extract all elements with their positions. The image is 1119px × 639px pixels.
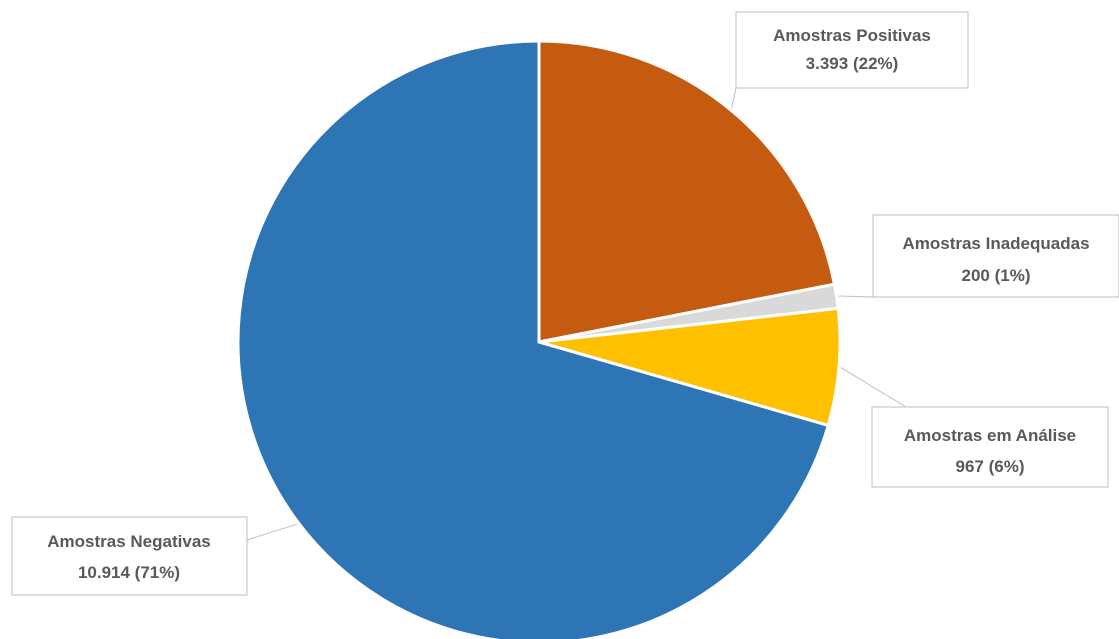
leader-line-amostras-positivas [731,87,737,109]
callout-amostras-inadequadas: Amostras Inadequadas 200 (1%) [872,214,1119,298]
callout-amostras-em-analise: Amostras em Análise 967 (6%) [871,406,1109,488]
pie-slices [236,39,842,639]
pie-slice-amostras-positivas [537,39,837,344]
leader-line-amostras-negativas [246,523,298,541]
slice-label-amostras-em-analise: Amostras em Análise [904,426,1076,445]
slice-label-amostras-negativas: Amostras Negativas [47,532,210,551]
callout-amostras-negativas: Amostras Negativas 10.914 (71%) [11,516,248,596]
slice-value-amostras-em-analise: 967 (6%) [955,457,1024,476]
slice-label-amostras-inadequadas: Amostras Inadequadas [902,234,1089,253]
slice-label-amostras-positivas: Amostras Positivas [773,26,931,45]
pie-slice-amostras-negativas [236,39,831,639]
callout-amostras-positivas: Amostras Positivas 3.393 (22%) [735,11,969,89]
slice-value-amostras-inadequadas: 200 (1%) [961,266,1030,285]
slice-value-amostras-negativas: 10.914 (71%) [78,563,180,582]
pie-slice-amostras-em-analise [538,306,842,428]
leader-line-amostras-inadequadas [838,295,874,298]
data-label-callouts: Amostras Positivas 3.393 (22%) Amostras … [11,11,1119,596]
leader-lines [246,87,907,541]
slice-value-amostras-positivas: 3.393 (22%) [806,54,899,73]
leader-line-amostras-em-analise [840,367,907,408]
